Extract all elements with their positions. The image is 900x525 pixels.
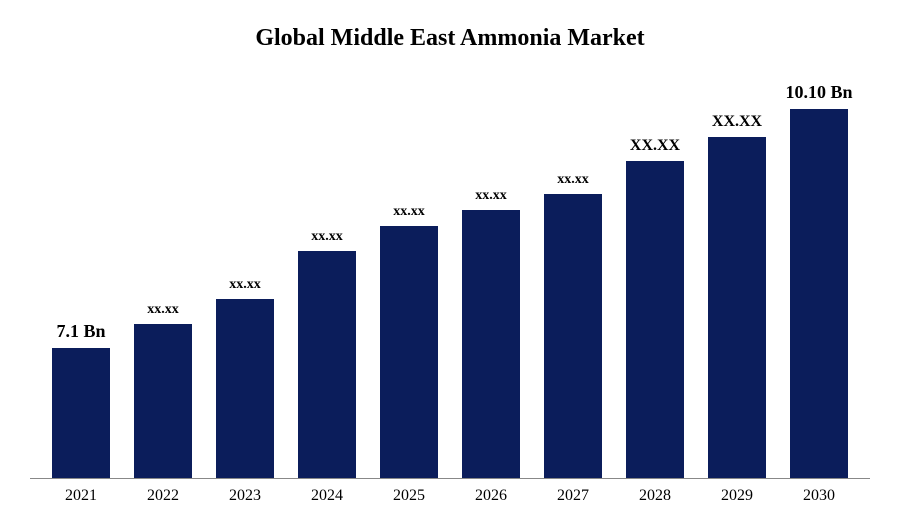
bar <box>134 324 191 478</box>
bar <box>462 210 519 478</box>
bar-value-label: XX.XX <box>630 137 680 155</box>
x-axis-label: 2022 <box>122 487 204 505</box>
bar-value-label: 7.1 Bn <box>56 321 105 342</box>
bar-value-label: xx.xx <box>311 229 343 245</box>
chart-container: Global Middle East Ammonia Market 7.1 Bn… <box>0 0 900 525</box>
bar-group: xx.xx <box>122 72 204 478</box>
bar-value-label: XX.XX <box>712 113 762 131</box>
x-axis-label: 2026 <box>450 487 532 505</box>
bar <box>626 161 683 478</box>
x-axis-label: 2023 <box>204 487 286 505</box>
x-axis-label: 2030 <box>778 487 860 505</box>
bar <box>52 348 109 478</box>
x-axis-label: 2025 <box>368 487 450 505</box>
bar-group: 7.1 Bn <box>40 72 122 478</box>
bar <box>216 299 273 478</box>
x-axis-label: 2027 <box>532 487 614 505</box>
bar-group: 10.10 Bn <box>778 72 860 478</box>
x-axis-label: 2029 <box>696 487 778 505</box>
x-axis: 2021202220232024202520262027202820292030 <box>30 479 870 505</box>
bar-value-label: xx.xx <box>557 172 589 188</box>
bar-group: xx.xx <box>450 72 532 478</box>
bar <box>298 251 355 478</box>
bar <box>708 137 765 478</box>
bar <box>544 194 601 478</box>
bar-group: XX.XX <box>614 72 696 478</box>
bar-group: xx.xx <box>286 72 368 478</box>
bar-value-label: xx.xx <box>475 188 507 204</box>
x-axis-label: 2028 <box>614 487 696 505</box>
bar-group: xx.xx <box>368 72 450 478</box>
chart-title: Global Middle East Ammonia Market <box>30 25 870 52</box>
bar-value-label: xx.xx <box>147 302 179 318</box>
bar <box>790 109 847 478</box>
bar-value-label: xx.xx <box>393 204 425 220</box>
bar-group: xx.xx <box>532 72 614 478</box>
bar <box>380 226 437 478</box>
bar-group: xx.xx <box>204 72 286 478</box>
bar-group: XX.XX <box>696 72 778 478</box>
plot-area: 7.1 Bn xx.xx xx.xx xx.xx xx.xx xx.xx xx.xx XX.X… <box>30 72 870 479</box>
bar-value-label: xx.xx <box>229 277 261 293</box>
x-axis-label: 2021 <box>40 487 122 505</box>
x-axis-label: 2024 <box>286 487 368 505</box>
bar-value-label: 10.10 Bn <box>785 82 852 103</box>
